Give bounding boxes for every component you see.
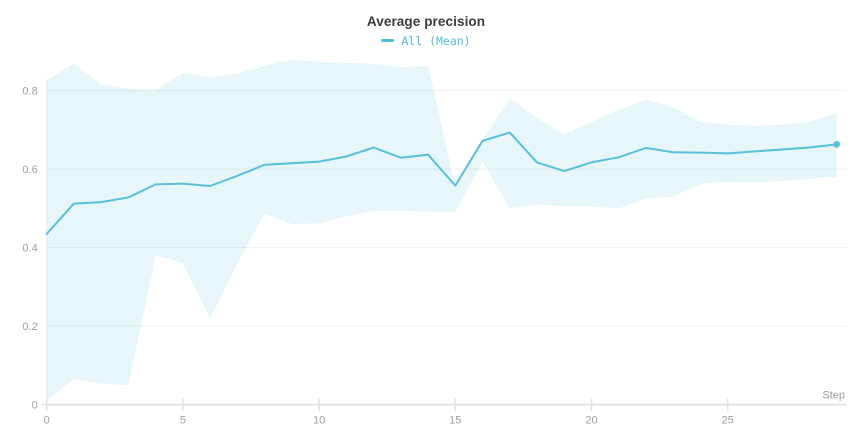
x-axis-title: Step bbox=[822, 390, 845, 402]
y-tick-label: 0.6 bbox=[22, 164, 37, 176]
x-tick-label: 0 bbox=[44, 415, 50, 427]
y-tick-label: 0.4 bbox=[22, 243, 37, 255]
x-tick-label: 5 bbox=[180, 415, 186, 427]
y-tick-label: 0.8 bbox=[22, 86, 37, 98]
minmax-band-area bbox=[46, 60, 837, 401]
y-tick-label: 0 bbox=[32, 400, 38, 412]
mean-line bbox=[45, 131, 838, 235]
x-tick-label: 25 bbox=[722, 415, 734, 427]
x-tick-label: 10 bbox=[313, 415, 325, 427]
y-tick-label: 0.2 bbox=[22, 321, 37, 333]
x-tick-label: 15 bbox=[449, 415, 461, 427]
last-point-marker bbox=[833, 140, 841, 148]
x-tick-label: 20 bbox=[585, 415, 597, 427]
